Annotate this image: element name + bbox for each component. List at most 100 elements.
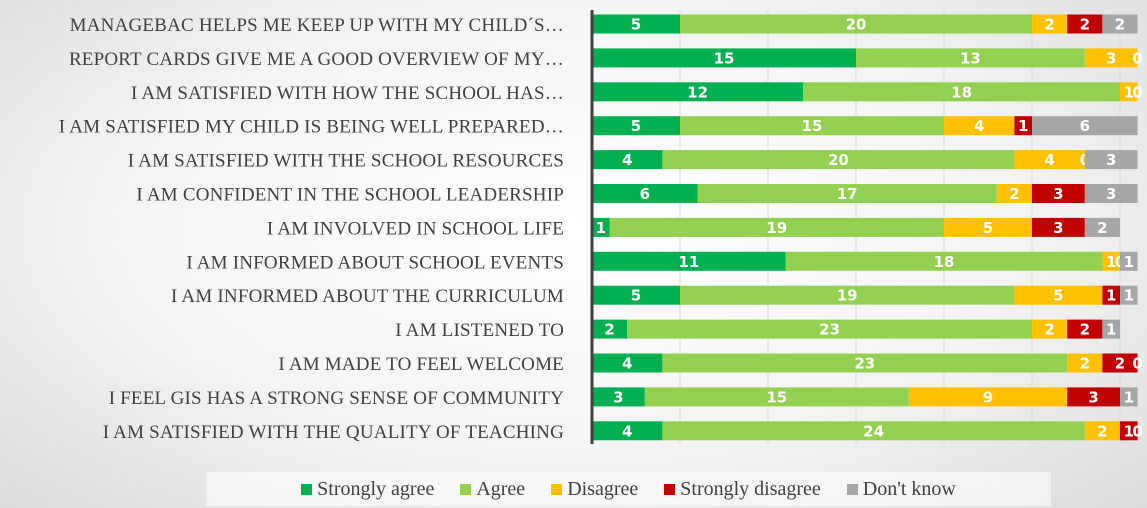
legend-label: Don't know — [862, 477, 956, 500]
bar-segment — [996, 184, 1032, 203]
data-label: 9 — [983, 388, 993, 406]
data-label: 0 — [1132, 83, 1142, 101]
bar-segment — [592, 421, 663, 441]
data-label: 5 — [631, 287, 641, 305]
bar-segment — [908, 387, 1068, 407]
data-label: 4 — [622, 355, 632, 373]
bar-segment — [1102, 251, 1120, 271]
data-label: 15 — [714, 49, 735, 67]
bar-segment — [662, 353, 1068, 373]
data-label: 1 — [1106, 321, 1116, 339]
category-label: I AM SATISFIED WITH HOW THE SCHOOL HAS… — [131, 83, 564, 104]
bar-segment — [1084, 150, 1138, 170]
bar-segment — [1067, 14, 1103, 34]
data-label: 20 — [846, 16, 867, 34]
data-label: 17 — [837, 185, 858, 203]
bar-segment — [1084, 421, 1120, 441]
data-label: 4 — [1044, 151, 1054, 169]
data-label: 3 — [1053, 219, 1063, 237]
data-label: 24 — [863, 422, 884, 440]
bar-segment — [592, 285, 680, 305]
bar-segment — [1067, 353, 1103, 373]
bar-segment — [944, 217, 1032, 237]
data-label: 2 — [1009, 185, 1019, 203]
data-label: 4 — [622, 151, 632, 169]
bar-segment — [1102, 285, 1120, 305]
legend-item: Agree — [460, 478, 525, 501]
legend-swatch — [301, 483, 313, 495]
legend-swatch — [664, 483, 676, 495]
stacked-bar-chart: MANAGEBAC HELPS ME KEEP UP WITH MY CHILD… — [58, 10, 1142, 444]
bar-segment — [1084, 217, 1120, 237]
data-label: 2 — [1115, 355, 1125, 373]
bar-segment — [1120, 251, 1138, 271]
data-label: 2 — [1115, 16, 1125, 34]
category-label: I AM INFORMED ABOUT SCHOOL EVENTS — [186, 252, 564, 273]
bar-segment — [592, 150, 663, 170]
data-label: 5 — [631, 16, 641, 34]
bar-segment — [856, 48, 1085, 68]
data-label: 13 — [960, 49, 981, 67]
data-label: 0 — [1132, 422, 1142, 440]
data-label: 0 — [1132, 49, 1142, 67]
category-label: I AM CONFIDENT IN THE SCHOOL LEADERSHIP — [136, 185, 564, 206]
data-label: 4 — [974, 117, 984, 135]
data-label: 0 — [1132, 83, 1142, 101]
data-label: 2 — [1097, 422, 1107, 440]
legend-item: Disagree — [551, 478, 638, 501]
data-label: 19 — [766, 219, 787, 237]
data-label: 3 — [613, 388, 623, 406]
bar-segment — [592, 251, 786, 271]
legend-label: Strongly agree — [317, 477, 435, 500]
data-label: 3 — [1106, 185, 1116, 203]
bar-segment — [1120, 285, 1138, 305]
bar-segment — [1120, 387, 1138, 407]
bar-segment — [592, 217, 610, 237]
data-label: 2 — [1044, 321, 1054, 339]
category-label: I AM MADE TO FEEL WELCOME — [278, 354, 564, 375]
data-label: 11 — [678, 253, 699, 271]
category-label: I AM SATISFIED WITH THE SCHOOL RESOURCES — [128, 151, 564, 172]
data-label: 18 — [934, 253, 955, 271]
bar-segment — [803, 82, 1120, 102]
data-label: 18 — [951, 83, 972, 101]
data-label: 19 — [837, 287, 858, 305]
category-label: MANAGEBAC HELPS ME KEEP UP WITH MY CHILD… — [70, 15, 564, 36]
legend-label: Disagree — [567, 477, 639, 500]
bar-segment — [662, 150, 1015, 170]
data-label: 1 — [1106, 287, 1116, 305]
data-label: 3 — [1053, 185, 1063, 203]
bar-segment — [1067, 319, 1103, 339]
legend-item: Strongly agree — [301, 478, 434, 501]
bar-segment — [1067, 387, 1120, 407]
data-label: 5 — [1053, 287, 1063, 305]
data-label: 1 — [1124, 287, 1134, 305]
bar-segment — [1120, 82, 1138, 102]
data-label: 1 — [1124, 253, 1134, 271]
bar-segment — [1032, 217, 1085, 237]
bar-segment — [1014, 116, 1032, 136]
data-label: 6 — [1080, 117, 1090, 135]
data-label: 1 — [1106, 253, 1116, 271]
legend-swatch — [551, 483, 563, 495]
bar-segment — [680, 116, 944, 136]
data-label: 1 — [1124, 388, 1134, 406]
legend-swatch — [846, 483, 858, 495]
bar-segment — [1102, 319, 1120, 339]
bar-segment — [1014, 285, 1103, 305]
legend-label: Agree — [476, 477, 526, 500]
bar-segment — [1014, 150, 1085, 170]
bar-segment — [1032, 184, 1085, 203]
bar-segment — [609, 217, 944, 237]
category-label: I AM LISTENED TO — [395, 320, 564, 341]
bar-segment — [680, 14, 1032, 34]
bar-segment — [1032, 319, 1068, 339]
data-label: 1 — [596, 219, 606, 237]
data-label: 5 — [631, 117, 641, 135]
bar-segment — [1102, 14, 1138, 34]
data-label: 2 — [1080, 321, 1090, 339]
data-label: 2 — [1044, 16, 1054, 34]
bar-segment — [644, 387, 909, 407]
bar-segment — [592, 353, 663, 373]
